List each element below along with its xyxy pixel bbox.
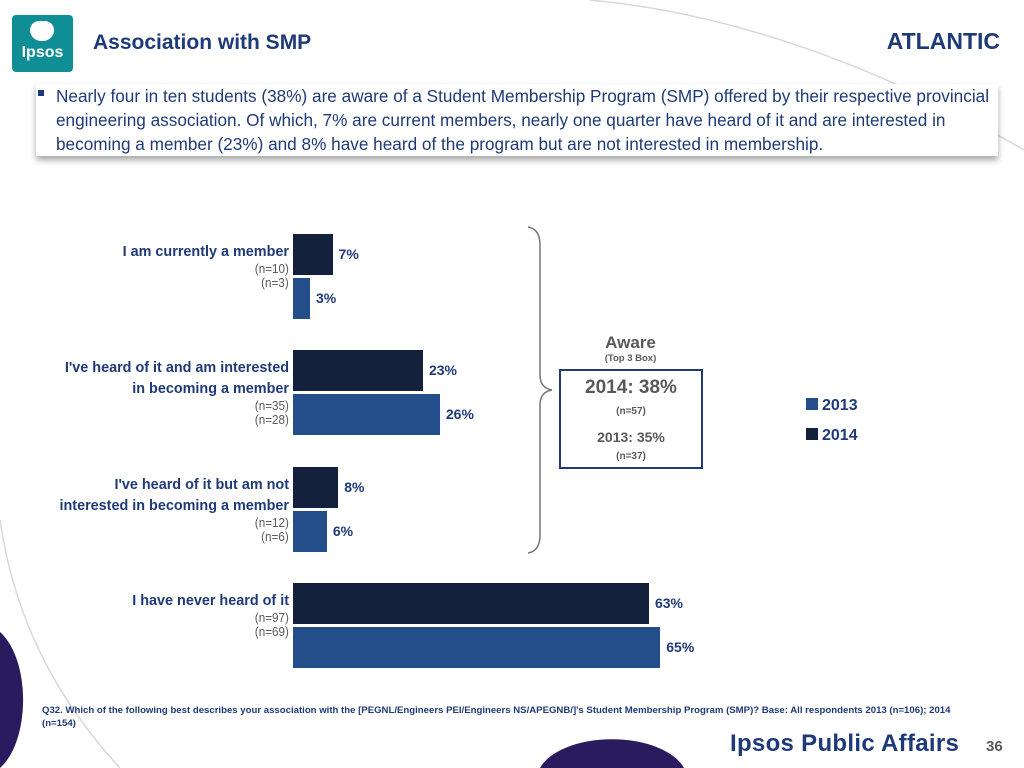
corner-circle-left bbox=[0, 632, 24, 768]
summary-text: Nearly four in ten students (38%) are aw… bbox=[56, 86, 990, 154]
legend-swatch-2013 bbox=[806, 398, 818, 410]
region-label: ATLANTIC bbox=[886, 28, 1000, 54]
bar-2014 bbox=[293, 350, 423, 391]
n-label-2014: (n=97) bbox=[254, 610, 289, 625]
value-label-2014: 8% bbox=[344, 479, 365, 495]
legend-label-2014: 2014 bbox=[822, 427, 858, 444]
bar-2013 bbox=[293, 278, 310, 319]
aware-subtitle: (Top 3 Box) bbox=[604, 353, 657, 364]
category-label: I have never heard of it bbox=[132, 591, 289, 612]
category-label-line: I am currently a member bbox=[122, 244, 289, 260]
n-label-2013: (n=28) bbox=[254, 412, 289, 427]
n-label-2013: (n=69) bbox=[254, 624, 289, 639]
brand-wordmark: Ipsos Public Affairs bbox=[730, 730, 960, 757]
aware-brace bbox=[527, 226, 553, 554]
summary-box: Nearly four in ten students (38%) are aw… bbox=[36, 84, 998, 156]
bar-2013 bbox=[293, 627, 661, 668]
aware-2014-n: (n=57) bbox=[616, 406, 646, 417]
category-label-line: interested in becoming a member bbox=[59, 498, 289, 514]
aware-box: 2014: 38% (n=57) 2013: 35% (n=37) bbox=[559, 369, 703, 469]
legend-swatch-2014 bbox=[806, 428, 818, 440]
footnote: Q32. Which of the following best describ… bbox=[42, 705, 951, 729]
category-label-line: I have never heard of it bbox=[132, 593, 289, 609]
category-label: I've heard of it but am not interested in… bbox=[59, 475, 289, 517]
value-label-2013: 26% bbox=[445, 406, 474, 422]
bar-2014 bbox=[293, 583, 649, 624]
bullet-icon bbox=[38, 90, 44, 96]
legend-item-2013: 2013 bbox=[806, 397, 858, 415]
aware-2013-value: 2013: 35% bbox=[597, 429, 665, 445]
value-label-2013: 6% bbox=[332, 523, 354, 539]
page-title: Association with SMP bbox=[93, 31, 312, 54]
bar-2014 bbox=[293, 467, 339, 508]
bar-2013 bbox=[293, 511, 327, 552]
value-label-2014: 23% bbox=[428, 362, 457, 378]
value-label-2014: 7% bbox=[338, 246, 359, 262]
legend-item-2014: 2014 bbox=[806, 427, 858, 445]
aware-2014-value: 2014: 38% bbox=[585, 377, 677, 398]
n-label-2014: (n=12) bbox=[254, 515, 289, 530]
category-label: I've heard of it and am interested in bec… bbox=[65, 358, 289, 400]
aware-2013-n: (n=37) bbox=[616, 451, 646, 462]
ipsos-logo: Ipsos bbox=[12, 15, 73, 72]
n-label-2013: (n=6) bbox=[261, 529, 289, 544]
corner-circle-bottom bbox=[540, 739, 684, 768]
page-number: 36 bbox=[986, 738, 1003, 755]
legend-label-2013: 2013 bbox=[822, 397, 858, 414]
category-label-line: I've heard of it and am interested bbox=[64, 360, 289, 376]
value-label-2013: 3% bbox=[315, 290, 337, 306]
bar-2013 bbox=[293, 394, 440, 435]
aware-title: Aware bbox=[605, 333, 656, 352]
n-label-2013: (n=3) bbox=[261, 275, 289, 290]
category-label-line: I've heard of it but am not bbox=[114, 477, 289, 493]
category-label: I am currently a member bbox=[123, 242, 289, 263]
bar-2014 bbox=[293, 234, 333, 275]
n-label-2014: (n=35) bbox=[254, 398, 289, 413]
n-label-2014: (n=10) bbox=[254, 261, 289, 276]
category-label-line: in becoming a member bbox=[132, 381, 289, 397]
value-label-2014: 63% bbox=[654, 595, 683, 611]
value-label-2013: 65% bbox=[666, 639, 695, 655]
